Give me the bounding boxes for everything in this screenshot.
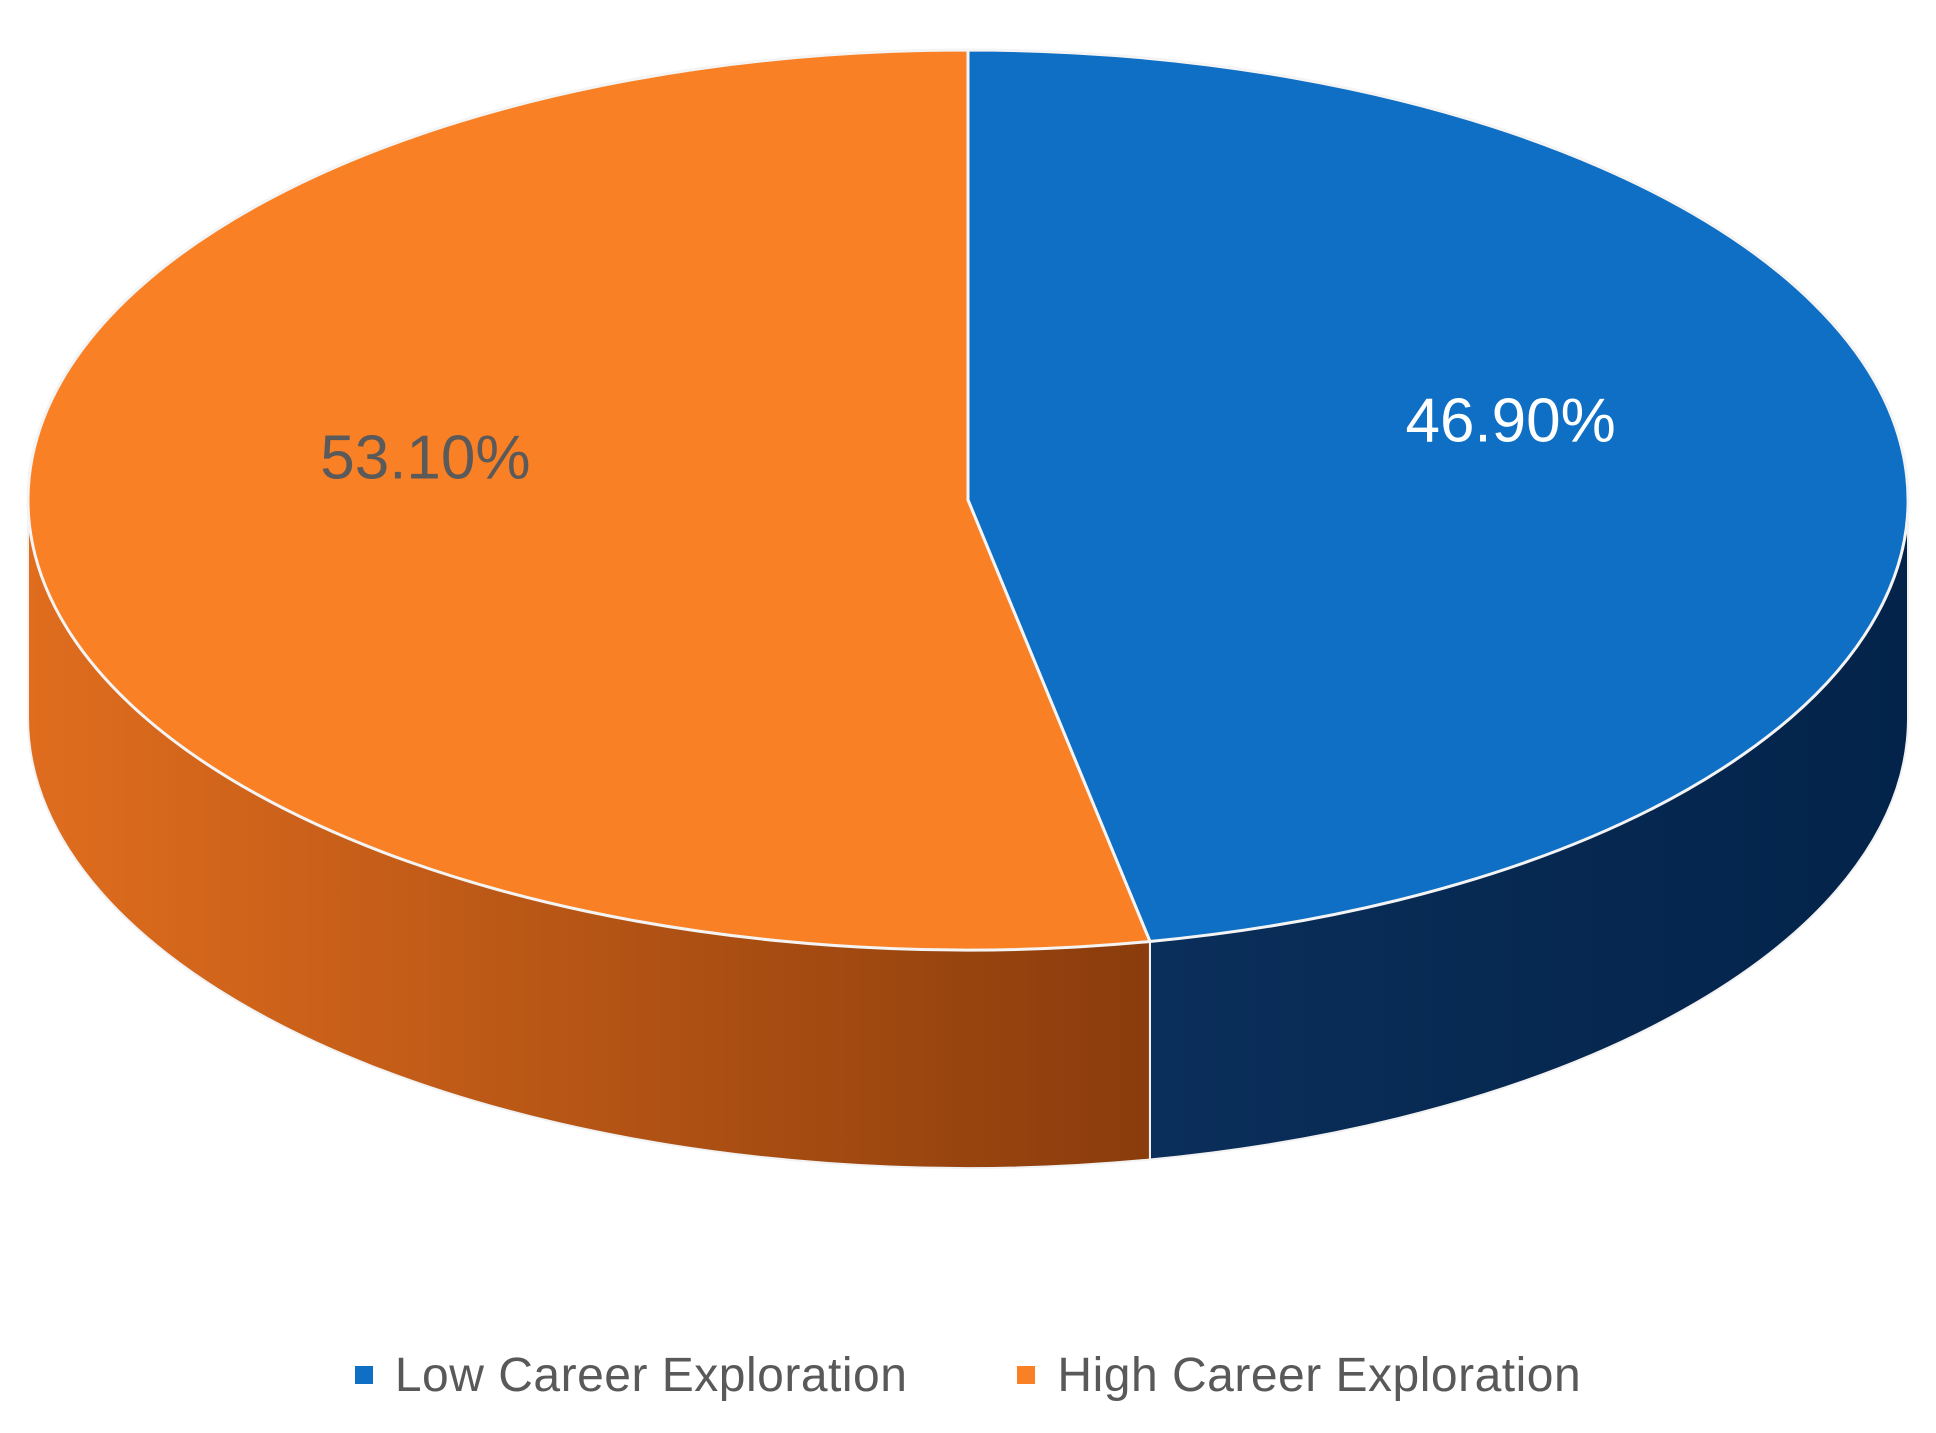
data-label-low-career-exploration: 46.90% <box>1405 387 1615 456</box>
legend-swatch-low <box>354 1366 373 1384</box>
legend-item-low-career-exploration: Low Career Exploration <box>354 1348 908 1403</box>
legend: Low Career Exploration High Career Explo… <box>0 1335 1936 1415</box>
legend-swatch-high <box>1017 1366 1036 1384</box>
data-label-high-career-exploration: 53.10% <box>320 423 530 492</box>
pie-slice-low-career-exploration <box>966 48 1910 943</box>
legend-item-high-career-exploration: High Career Exploration <box>1017 1348 1581 1403</box>
legend-label-high: High Career Exploration <box>1057 1348 1582 1402</box>
legend-label-low: Low Career Exploration <box>394 1348 908 1402</box>
pie-slice-high-career-exploration <box>26 48 1152 952</box>
